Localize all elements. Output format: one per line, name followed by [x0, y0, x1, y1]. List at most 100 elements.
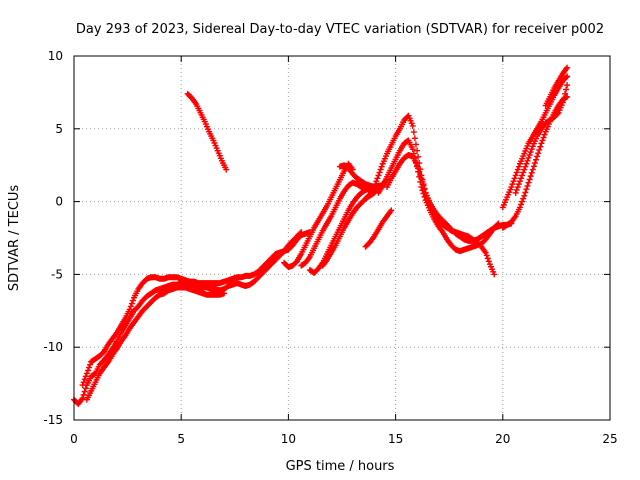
- series-upper: [79, 229, 313, 389]
- series-top-run: [542, 64, 571, 109]
- data-point: [519, 172, 526, 179]
- data-point: [421, 186, 428, 193]
- data-point: [564, 64, 571, 71]
- data-point: [563, 86, 570, 93]
- data-point: [127, 303, 134, 310]
- data-point: [541, 131, 548, 138]
- data-point: [129, 297, 136, 304]
- data-point: [410, 129, 417, 136]
- x-tick-label: 10: [281, 432, 296, 446]
- x-tick-label: 15: [388, 432, 403, 446]
- plot-frame: [73, 55, 611, 421]
- data-point: [524, 182, 531, 189]
- data-point: [86, 364, 93, 371]
- series-short-segment: [362, 207, 395, 250]
- x-axis-label: GPS time / hours: [286, 459, 395, 474]
- data-point: [512, 172, 519, 179]
- y-tick-label: 0: [55, 195, 63, 209]
- data-point: [414, 162, 421, 169]
- x-tick-label: 25: [602, 432, 617, 446]
- data-point: [512, 189, 519, 196]
- data-point: [80, 391, 87, 398]
- series-arc-1: [281, 160, 356, 271]
- data-point: [564, 82, 571, 89]
- data-point: [221, 290, 228, 297]
- series-lower: [83, 284, 228, 403]
- data-point: [518, 201, 525, 208]
- data-point: [519, 198, 526, 205]
- data-point: [491, 271, 498, 278]
- data-point: [560, 95, 567, 102]
- data-point: [82, 385, 89, 392]
- data-point: [525, 179, 532, 186]
- data-point: [415, 153, 422, 160]
- x-tick-labels: 0 5 10 15 20 25: [70, 432, 617, 446]
- data-point: [521, 166, 528, 173]
- y-tick-label: -5: [51, 267, 63, 281]
- data-point: [528, 146, 535, 153]
- data-point: [418, 175, 425, 182]
- data-point: [508, 184, 515, 191]
- data-point: [409, 122, 416, 129]
- series-rise-c: [512, 82, 571, 196]
- data-point: [564, 73, 571, 80]
- axis-ticks: [73, 55, 611, 421]
- data-point: [373, 178, 380, 185]
- data-point: [128, 300, 135, 307]
- y-tick-label: 10: [48, 49, 63, 63]
- data-point: [525, 154, 532, 161]
- data-point: [527, 173, 534, 180]
- y-tick-label: -15: [43, 413, 63, 427]
- x-tick-label: 5: [177, 432, 185, 446]
- data-point: [374, 175, 381, 182]
- data-point: [523, 186, 530, 193]
- data-point: [81, 376, 88, 383]
- data-point: [521, 192, 528, 199]
- data-point: [522, 189, 529, 196]
- data-point: [515, 181, 522, 188]
- data-point: [533, 156, 540, 163]
- data-point: [510, 178, 517, 185]
- data-point: [528, 169, 535, 176]
- data-point: [540, 134, 547, 141]
- data-point: [520, 195, 527, 202]
- data-point: [518, 175, 525, 182]
- data-point: [559, 99, 566, 106]
- data-point: [415, 165, 422, 172]
- data-point: [417, 172, 424, 179]
- data-point: [82, 373, 89, 380]
- data-point: [84, 367, 91, 374]
- data-point: [526, 152, 533, 159]
- data-point: [485, 258, 492, 265]
- data-point: [516, 178, 523, 185]
- y-axis-label: SDTVAR / TECUs: [7, 185, 22, 292]
- data-point: [80, 379, 87, 386]
- grid: [74, 56, 610, 420]
- data-point: [514, 166, 521, 173]
- data-point: [530, 163, 537, 170]
- data-point: [79, 395, 86, 402]
- data-point: [416, 168, 423, 175]
- data-point: [513, 169, 520, 176]
- data-point: [522, 163, 529, 170]
- data-point: [531, 160, 538, 167]
- data-point: [527, 149, 534, 156]
- data-point: [516, 204, 523, 211]
- data-point: [79, 382, 86, 389]
- data-point: [537, 143, 544, 150]
- y-tick-labels: -15 -10 -5 0 5 10: [43, 49, 63, 427]
- data-point: [529, 166, 536, 173]
- data-point: [538, 140, 545, 147]
- data-point: [511, 175, 518, 182]
- data-point: [513, 186, 520, 193]
- data-point: [371, 184, 378, 191]
- data-point: [409, 146, 416, 153]
- data-point: [378, 163, 385, 170]
- data-point: [524, 157, 531, 164]
- plot-marks: [71, 64, 571, 407]
- data-point: [376, 169, 383, 176]
- data-point: [375, 172, 382, 179]
- data-point: [223, 166, 230, 173]
- data-point: [411, 135, 418, 142]
- x-tick-label: 0: [70, 432, 78, 446]
